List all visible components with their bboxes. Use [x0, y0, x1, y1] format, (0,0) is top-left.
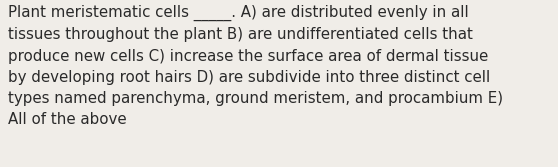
Text: Plant meristematic cells _____. A) are distributed evenly in all
tissues through: Plant meristematic cells _____. A) are d…: [8, 5, 503, 127]
